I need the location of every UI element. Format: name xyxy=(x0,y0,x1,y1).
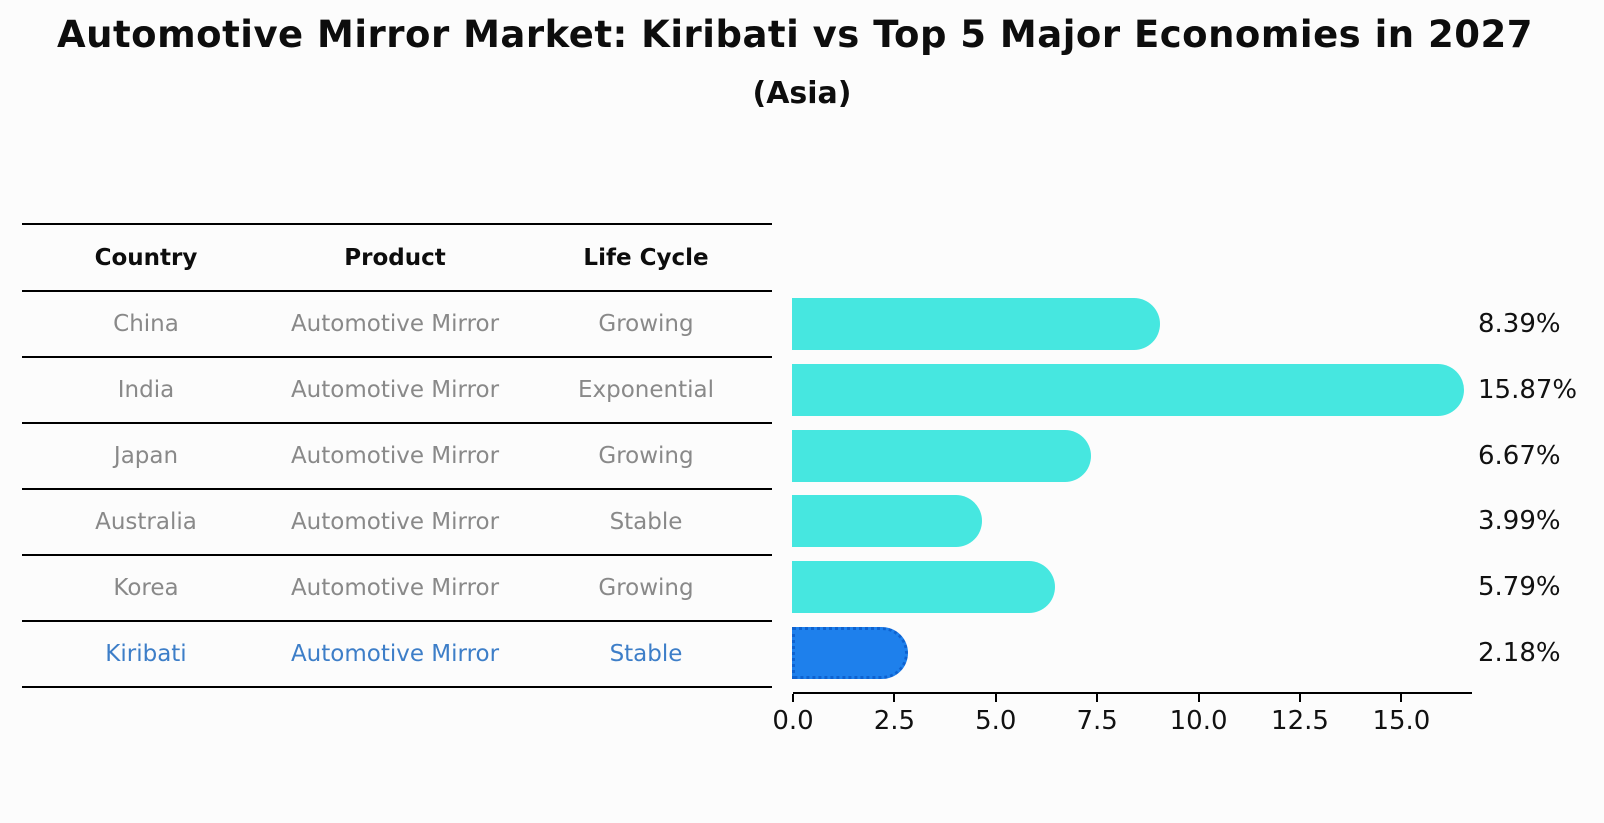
cell-country: China xyxy=(113,311,179,337)
x-tick-label: 7.5 xyxy=(1076,706,1118,736)
cell-product: Automotive Mirror xyxy=(290,575,500,601)
x-tick-label: 10.0 xyxy=(1169,706,1228,736)
cell-country: Kiribati xyxy=(105,641,187,667)
table-header-row: Country Product Life Cycle xyxy=(22,225,772,290)
x-tick xyxy=(792,694,794,702)
cell-life-cycle: Growing xyxy=(598,575,694,601)
value-label-kiribati: 2.18% xyxy=(1478,638,1561,668)
bar-india xyxy=(792,363,1464,416)
bar-japan xyxy=(792,429,1091,482)
x-tick-label: 5.0 xyxy=(975,706,1017,736)
cell-product: Automotive Mirror xyxy=(290,443,500,469)
cell-product: Automotive Mirror xyxy=(290,641,500,667)
x-tick xyxy=(1299,694,1301,702)
value-label-japan: 6.67% xyxy=(1478,440,1561,471)
cell-life-cycle: Exponential xyxy=(577,377,714,403)
chart-title: Automotive Mirror Market: Kiribati vs To… xyxy=(57,13,1533,56)
x-tick xyxy=(1096,694,1099,702)
cell-product: Automotive Mirror xyxy=(290,377,500,403)
cell-life-cycle: Growing xyxy=(598,443,694,469)
column-header-country: Country xyxy=(94,244,198,271)
country-table: Country Product Life Cycle China Automot… xyxy=(22,223,772,688)
x-tick-label: 12.5 xyxy=(1271,706,1329,736)
value-label-korea: 5.79% xyxy=(1478,572,1561,603)
x-tick xyxy=(1197,694,1200,702)
value-label-australia: 3.99% xyxy=(1478,506,1561,537)
cell-life-cycle: Stable xyxy=(609,641,683,667)
x-tick xyxy=(1400,694,1403,702)
x-tick xyxy=(893,694,896,702)
table-row: China Automotive Mirror Growing xyxy=(22,290,772,356)
table-row: Korea Automotive Mirror Growing xyxy=(22,554,772,620)
x-tick-label: 0.0 xyxy=(772,706,814,736)
bar-plot-area xyxy=(792,298,1492,688)
cell-country: Japan xyxy=(113,443,179,469)
cell-country: India xyxy=(117,377,175,403)
table-row: India Automotive Mirror Exponential xyxy=(22,356,772,422)
cell-country: Australia xyxy=(95,509,197,535)
x-tick-label: 15.0 xyxy=(1372,706,1431,736)
cell-product: Automotive Mirror xyxy=(290,509,500,535)
value-label-china: 8.39% xyxy=(1478,309,1561,339)
cell-life-cycle: Stable xyxy=(609,509,683,535)
cell-country: Korea xyxy=(113,575,179,601)
table-row: Japan Automotive Mirror Growing xyxy=(22,422,772,488)
table-row-kiribati: Kiribati Automotive Mirror Stable xyxy=(22,620,772,686)
value-label-india: 15.87% xyxy=(1478,374,1578,405)
bar-kiribati xyxy=(792,627,909,679)
bar-australia xyxy=(792,495,982,548)
value-label-column: 8.39% 15.87% 6.67% 3.99% 5.79% 2.18% xyxy=(1478,298,1604,688)
chart-subtitle: (Asia) xyxy=(752,76,852,111)
bar-china xyxy=(792,298,1161,350)
column-header-product: Product xyxy=(344,244,446,271)
x-tick xyxy=(994,694,997,702)
x-axis-line xyxy=(793,692,1472,694)
cell-product: Automotive Mirror xyxy=(290,311,500,337)
x-tick-label: 2.5 xyxy=(873,706,916,736)
cell-life-cycle: Growing xyxy=(598,311,694,337)
table-row: Australia Automotive Mirror Stable xyxy=(22,488,772,554)
x-axis-ticks: 0.0 2.5 5.0 7.5 10.0 12.5 15.0 xyxy=(772,694,1472,744)
bar-korea xyxy=(792,561,1055,614)
column-header-life-cycle: Life Cycle xyxy=(583,244,709,271)
